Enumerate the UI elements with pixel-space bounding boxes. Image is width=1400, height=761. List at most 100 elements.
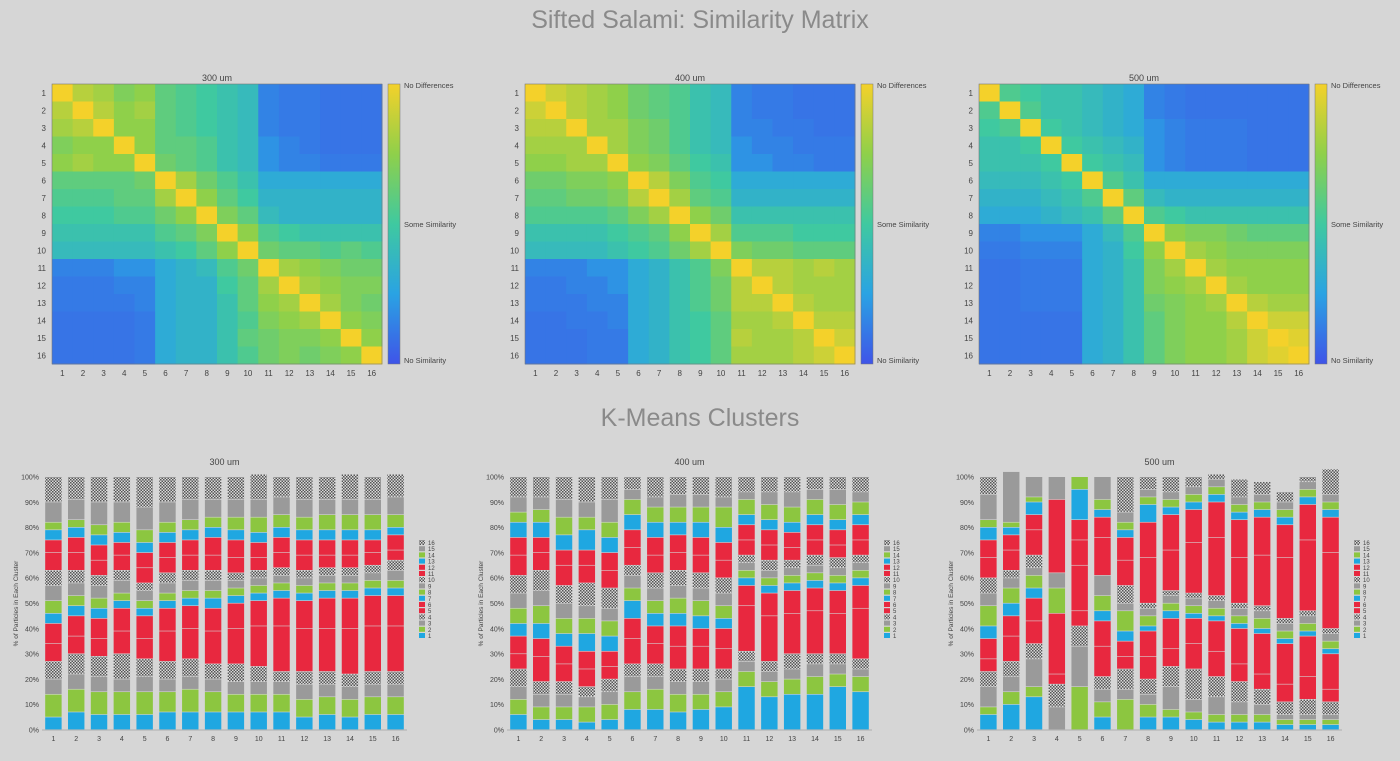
bar-segment: [318, 499, 336, 515]
heatmap-cell: [690, 206, 712, 225]
heatmap-cell: [772, 101, 794, 120]
heatmap-cell: [196, 329, 218, 347]
heatmap-cell: [361, 136, 383, 155]
heatmap-cell: [525, 294, 547, 312]
bar-segment: [980, 557, 997, 578]
heatmap-cell: [628, 119, 650, 137]
heatmap-cell: [1040, 241, 1062, 260]
bar-segment: [510, 522, 527, 538]
heatmap-cell: [72, 171, 94, 190]
bar-segment: [852, 540, 869, 555]
legend-label: 3: [893, 622, 897, 628]
bar-segment: [45, 540, 62, 553]
bar-segment: [1253, 555, 1271, 606]
bar-segment: [250, 593, 267, 601]
bar-segment: [1025, 555, 1043, 568]
heatmap-cell: [175, 119, 197, 137]
heatmap-y-tick: 5: [969, 159, 974, 168]
heatmap-cell: [1226, 154, 1248, 172]
heatmap-cell: [648, 329, 670, 347]
bar-segment: [90, 714, 108, 730]
heatmap-cell: [999, 189, 1021, 207]
bar-segment: [159, 477, 176, 502]
bar-segment: [387, 550, 404, 560]
bar-y-tick: 100%: [486, 475, 504, 482]
heatmap-cell: [340, 311, 362, 330]
bar-segment: [250, 585, 267, 593]
heatmap-cell: [710, 206, 732, 225]
bar-segment: [341, 590, 359, 598]
heatmap-cell: [155, 329, 177, 347]
legend-swatch: [1354, 595, 1360, 601]
heatmap-cell: [299, 329, 321, 347]
heatmap-cell: [1123, 189, 1145, 207]
heatmap-cell: [628, 329, 650, 347]
heatmap-cell: [751, 171, 773, 190]
heatmap-cell: [1205, 276, 1227, 295]
legend-swatch: [419, 614, 425, 620]
bar-segment: [852, 608, 869, 659]
heatmap-cell: [1123, 294, 1145, 312]
heatmap-x-tick: 7: [657, 369, 662, 378]
heatmap-cell: [834, 189, 856, 207]
heatmap-cell: [237, 101, 259, 120]
heatmap-cell: [731, 311, 753, 330]
heatmap-cell: [217, 259, 239, 277]
bar-segment: [227, 694, 245, 712]
heatmap-x-tick: 12: [1212, 369, 1221, 378]
heatmap-cell: [1185, 189, 1207, 207]
heatmap-y-tick: 16: [964, 351, 973, 360]
bar-segment: [227, 557, 245, 573]
heatmap-cell: [545, 329, 567, 347]
bar-segment: [1003, 535, 1020, 550]
bar-segment: [273, 527, 290, 538]
bar-segment: [227, 664, 245, 682]
bar-segment: [1071, 626, 1088, 646]
heatmap-cell: [999, 84, 1021, 102]
heatmap-y-tick: 6: [969, 176, 974, 185]
bar-segment: [1003, 471, 1020, 522]
heatmap-cell: [175, 224, 197, 242]
heatmap-cell: [320, 154, 342, 172]
heatmap-cell: [1020, 136, 1042, 155]
bar-segment: [318, 684, 336, 697]
bar-segment: [669, 598, 687, 614]
heatmap-cell: [834, 136, 856, 155]
bar-segment: [715, 692, 732, 707]
heatmap-cell: [113, 241, 135, 260]
heatmap-cell: [1288, 154, 1310, 172]
heatmap-cell: [586, 119, 608, 137]
heatmap-cell: [648, 346, 670, 365]
bar-segment: [624, 638, 641, 664]
bar-segment: [45, 477, 62, 502]
bar-segment: [1231, 702, 1248, 715]
bar-segment: [136, 542, 153, 553]
heatmap-cell: [237, 136, 259, 155]
bar-segment: [510, 623, 527, 636]
heatmap-cell: [1164, 346, 1186, 365]
heatmap-cell: [731, 276, 753, 295]
bar-segment: [783, 694, 801, 730]
bar-segment: [318, 530, 336, 540]
bar-y-tick: 80%: [490, 525, 504, 532]
heatmap-cell: [751, 189, 773, 207]
bar-x-tick: 2: [539, 736, 543, 743]
heatmap-cell: [669, 171, 691, 190]
bar-y-tick: 70%: [490, 550, 504, 557]
heatmap-cell: [278, 101, 300, 120]
heatmap-cell: [545, 171, 567, 190]
heatmap-cell: [751, 259, 773, 277]
bar-segment: [136, 600, 153, 608]
bar-segment: [1162, 717, 1180, 730]
heatmap-cell: [134, 276, 156, 295]
heatmap-cell: [1267, 119, 1289, 137]
heatmap-cell: [813, 189, 835, 207]
similarity-section-title: Sifted Salami: Similarity Matrix: [531, 6, 869, 34]
heatmap-cell: [1102, 294, 1124, 312]
bar-segment: [1094, 717, 1111, 730]
heatmap-cell: [1102, 154, 1124, 172]
heatmap-cell: [607, 154, 629, 172]
heatmap-y-tick: 1: [969, 89, 974, 98]
heatmap-cell: [237, 119, 259, 137]
bar-segment: [1025, 514, 1043, 530]
